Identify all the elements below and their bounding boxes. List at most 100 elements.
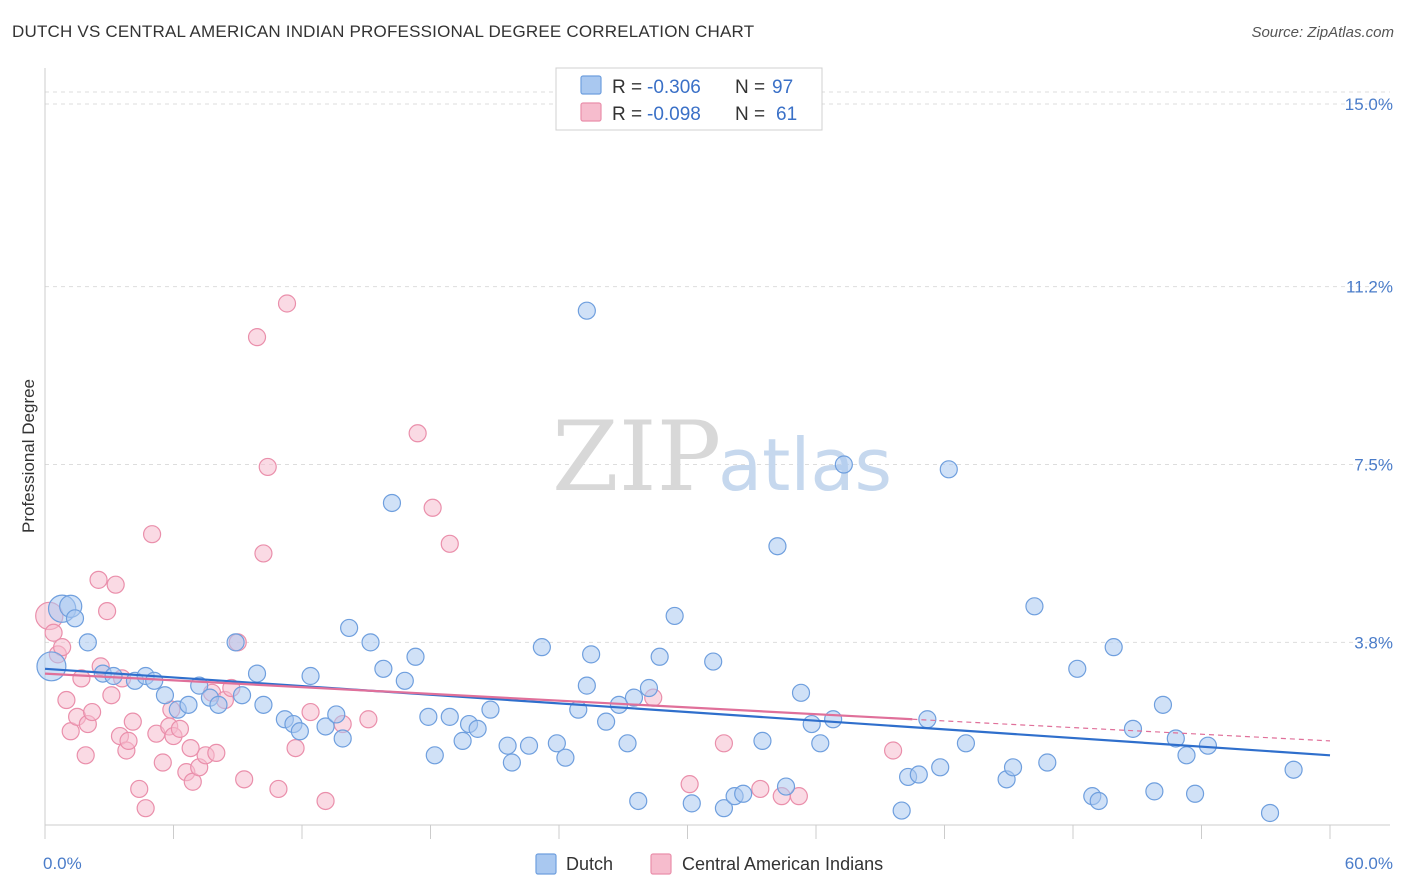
legend-r-value-cai: -0.098 [647, 104, 701, 125]
dutch-point [333, 729, 352, 748]
dutch-point [498, 736, 517, 755]
y-tick-label: 7.5% [1354, 456, 1393, 475]
dutch-point [776, 777, 796, 796]
dutch-point [597, 712, 616, 731]
cai-point [247, 328, 267, 347]
watermark-atlas: atlas [718, 423, 892, 507]
dutch-point [629, 791, 648, 811]
dutch-point [1003, 758, 1023, 777]
dutch-point [247, 664, 267, 683]
dutch-trend-line [44, 667, 1331, 757]
dutch-point [577, 676, 596, 695]
dutch-point [582, 645, 601, 664]
cai-point [286, 738, 305, 758]
dutch-point [1284, 760, 1303, 779]
cai-point [72, 669, 91, 688]
legend-n-value-cai: 61 [776, 104, 797, 125]
dutch-point [650, 647, 669, 666]
dutch-point [468, 719, 487, 738]
cai-point [98, 602, 117, 621]
dutch-point [665, 606, 684, 626]
cai-point [301, 702, 320, 722]
dutch-point [714, 799, 734, 818]
dutch-point [682, 794, 701, 813]
dutch-point [209, 695, 228, 714]
cai-point [258, 457, 277, 477]
dutch-point [361, 633, 380, 652]
dutch-point [1025, 597, 1044, 616]
dutch-point [36, 651, 67, 682]
cai-trend-extension [912, 718, 1331, 742]
dutch-point [791, 683, 811, 702]
dutch-point [734, 784, 753, 803]
cai-point [714, 734, 734, 753]
cai-trend-line [44, 672, 913, 721]
dutch-point [1185, 784, 1205, 803]
y-tick-label: 3.8% [1354, 633, 1393, 652]
source-label: Source: ZipAtlas.com [1251, 24, 1394, 41]
cai-point [89, 570, 108, 589]
cai-point [57, 690, 76, 710]
legend-r-label-dutch: R = [612, 77, 642, 98]
dutch-point [892, 801, 911, 820]
dutch-point [502, 753, 521, 772]
bottom-legend-dutch: Dutch [566, 854, 613, 874]
dutch-point [316, 717, 335, 736]
cai-point [423, 498, 442, 517]
cai-point [170, 719, 190, 738]
cai-point [44, 623, 63, 642]
cai-point [316, 791, 335, 811]
cai-point [254, 544, 273, 563]
legend-n-value-dutch: 97 [772, 77, 793, 98]
cai-point [53, 638, 72, 657]
dutch-point [532, 638, 551, 657]
cai-point [83, 702, 102, 722]
cai-point [359, 710, 378, 729]
dutch-point [834, 455, 853, 474]
legend-swatch-dutch [580, 75, 602, 95]
watermark-zip: ZIP [552, 401, 721, 513]
cai-point [751, 779, 770, 799]
dutch-point [232, 686, 252, 705]
dutch-point [374, 659, 393, 678]
series-legend: Dutch Central American Indians [535, 853, 883, 875]
chart-title: DUTCH VS CENTRAL AMERICAN INDIAN PROFESS… [12, 22, 755, 41]
bottom-legend-swatch-dutch [535, 853, 557, 875]
dutch-point [824, 710, 843, 729]
dutch-point [1260, 803, 1280, 823]
dutch-point [78, 633, 97, 652]
x-tick-label: 0.0% [43, 854, 82, 873]
dutch-point [802, 714, 821, 734]
legend-r-label-cai: R = [612, 104, 642, 125]
dutch-point [624, 688, 644, 707]
legend-r-value-dutch: -0.306 [647, 77, 701, 98]
cai-point [883, 741, 903, 760]
legend-swatch-cai [580, 102, 602, 122]
cai-point [269, 779, 288, 799]
cai-point [76, 746, 95, 765]
cai-point [207, 743, 226, 763]
cai-point [119, 731, 138, 750]
dutch-point [419, 707, 438, 726]
dutch-point [1089, 791, 1108, 811]
cai-point [440, 534, 459, 553]
dutch-point [290, 722, 309, 741]
legend-n-label-cai: N = [735, 104, 765, 125]
dutch-point [327, 705, 346, 724]
cai-point [235, 770, 254, 789]
dutch-point [1177, 746, 1196, 765]
dutch-point [1104, 638, 1123, 657]
dutch-point [301, 666, 320, 686]
dutch-point [618, 734, 637, 753]
dutch-point [547, 734, 566, 753]
bottom-legend-swatch-cai [650, 853, 672, 875]
dutch-point [254, 695, 273, 714]
cai-point [181, 738, 200, 758]
dutch-point [406, 647, 425, 666]
cai-point [277, 294, 297, 313]
cai-point [153, 753, 172, 772]
dutch-point [155, 686, 175, 705]
dutch-point [382, 493, 402, 513]
y-tick-label: 11.2% [1346, 278, 1393, 297]
